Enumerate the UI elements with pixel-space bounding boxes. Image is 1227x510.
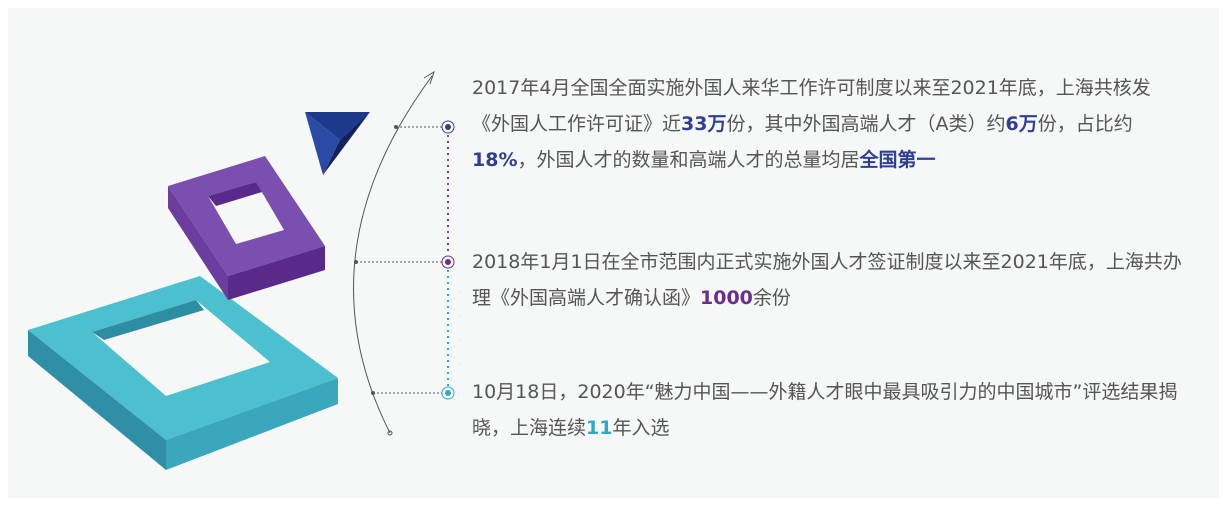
highlight: 18% [472,149,517,171]
arrow-head [424,72,434,84]
item-text: 2017年4月全国全面实施外国人来华工作许可制度以来至2021年底，上海共核发《… [472,70,1184,178]
node-core [445,124,451,130]
text: 余份 [753,287,791,309]
text: 份，占比约 [1038,113,1133,135]
arc-dot [371,391,375,395]
text: 2018年1月1日在全市范围内正式实施外国人才签证制度以来至2021年底，上海共… [472,251,1182,309]
node-core [445,259,451,265]
highlight: 1000 [700,287,753,309]
item-text: 2018年1月1日在全市范围内正式实施外国人才签证制度以来至2021年底，上海共… [472,244,1184,316]
arc-dot [354,260,358,264]
item-text: 10月18日，2020年“魅力中国——外籍人才眼中最具吸引力的中国城市”评选结果… [472,374,1184,446]
arc-dot [394,125,398,129]
text: ，外国人才的数量和高端人才的总量均居 [517,149,859,171]
arc [354,76,432,433]
node-core [445,390,451,396]
highlight: 全国第一 [860,149,936,171]
highlight: 33万 [681,113,726,135]
text: 10月18日，2020年“魅力中国——外籍人才眼中最具吸引力的中国城市”评选结果… [472,381,1177,439]
highlight: 6万 [1005,113,1037,135]
text: 年入选 [612,417,669,439]
page: 2017年4月全国全面实施外国人来华工作许可制度以来至2021年底，上海共核发《… [0,0,1227,510]
text: 份，其中外国高端人才（A类）约 [726,113,1005,135]
highlight: 11 [586,417,612,439]
